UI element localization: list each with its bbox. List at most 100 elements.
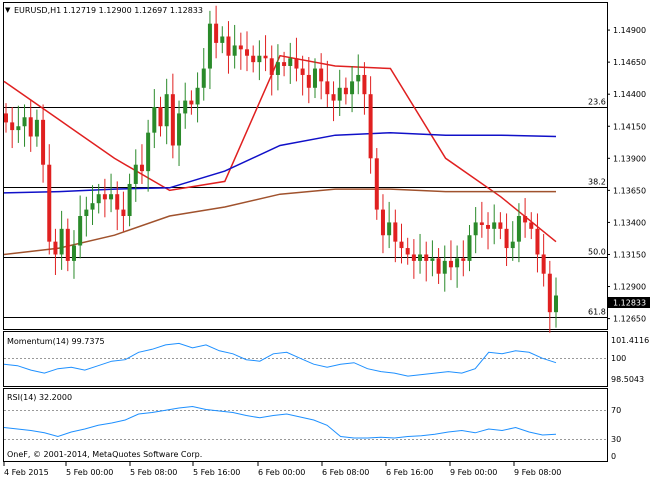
time-tick-label: 4 Feb 2015 [4,468,49,477]
candle-bear [393,222,398,242]
rsi-panel-frame [3,388,608,462]
fib-level-label: 50.0 [588,248,606,257]
candle-bull [473,222,478,236]
candle-bear [380,209,385,236]
time-tick-label: 5 Feb 16:00 [193,468,240,477]
rsi-title: RSI(14) 32.2000 [7,393,72,402]
price-tick-label: 1.13150 [613,250,646,259]
candle-bull [22,117,27,127]
candle-bear [245,49,250,56]
candle-bull [516,216,521,242]
candle-bear [362,74,367,95]
price-tick-label: 1.12900 [613,283,646,292]
current-price-badge [608,297,650,308]
candle-bear [547,273,552,313]
price-tick-label: 1.14400 [613,90,646,99]
price-tick-label: 1.13650 [613,186,646,195]
candle-bull [430,258,435,261]
candle-bear [529,222,534,229]
candle-bear [189,100,194,105]
candle-bear [523,216,528,223]
candle-bear [226,36,231,56]
time-tick-label: 5 Feb 08:00 [130,468,177,477]
candle-bull [467,235,472,261]
candle-bull [78,216,83,246]
momentum-tick-bot: 98.5043 [611,375,644,384]
candle-bull [177,113,182,146]
candle-bull [146,132,151,172]
candle-bull [34,119,39,137]
momentum-tick-mid: 100 [611,354,626,363]
candle-bear [374,158,379,210]
candle-bull [109,194,114,200]
candle-bear [238,45,243,50]
candle-bull [492,222,497,229]
candle-bear [411,254,416,261]
candle-bear [504,228,509,249]
price-axis: 1.14900 1.14650 1.14400 1.14150 1.13900 1.136… [607,26,646,324]
time-tick-label: 6 Feb 00:00 [258,468,305,477]
candle-bear [263,55,268,59]
candle-bull [183,100,188,114]
ohlc-readout: 1.12719 1.12900 1.12697 1.12833 [63,6,203,15]
candle-bear [53,241,58,255]
candle-bear [41,119,46,165]
current-price-label: 1.12833 [613,299,646,308]
candle-bull [337,87,342,101]
candle-bull [554,295,558,313]
candle-bear [10,122,15,131]
candle-bull [195,87,200,105]
candle-bull [71,245,76,261]
candle-bear [282,62,287,66]
candle-bull [96,194,101,204]
candle-bull [164,94,169,127]
candle-bear [436,258,441,274]
header-arrow: ▼ [5,6,11,14]
candle-bull [84,209,89,217]
candle-bear [319,68,324,82]
time-tick-label: 6 Feb 16:00 [386,468,433,477]
candle-bear [102,194,107,200]
candle-bull [350,81,355,95]
candle-bull [201,68,206,88]
candle-bear [325,81,330,95]
candle-bear [535,228,540,255]
candle-bear [486,224,491,229]
candle-bull [207,23,212,69]
candle-bear [269,58,274,75]
candle-bull [232,45,237,56]
candle-bear [170,94,175,146]
price-tick-label: 1.14650 [613,58,646,67]
momentum-panel-frame [3,331,608,387]
candle-bear [300,68,305,75]
candle-bear [541,254,546,274]
candle-bull [127,183,132,217]
price-tick-label: 1.13400 [613,218,646,227]
price-tick-label: 1.12650 [613,315,646,324]
candle-bear [424,254,429,261]
time-axis: 4 Feb 2015 5 Feb 00:00 5 Feb 08:00 5 Feb 16… [3,462,561,477]
moving-average-line [3,54,557,243]
momentum-line [3,342,557,377]
candle-bear [4,113,8,123]
rsi-line [3,405,557,439]
candle-bear [343,87,348,95]
candle-bull [275,62,280,75]
candle-bull [16,126,21,131]
candle-bull [418,254,423,261]
candle-bull [455,258,460,268]
candle-bear [461,258,466,261]
candle-bear [214,23,219,43]
moving-average-line [3,131,557,194]
rsi-tick-30: 30 [611,435,621,444]
candlesticks[interactable] [4,5,558,333]
rsi-tick-70: 70 [611,406,621,415]
fib-level-label: 38.2 [588,178,606,187]
candle-bear [368,94,373,159]
candle-bear [121,209,126,217]
main-panel-frame [3,2,608,330]
candle-bear [251,55,256,63]
rsi-tick-0: 0 [611,452,616,461]
candle-bear [294,58,299,69]
